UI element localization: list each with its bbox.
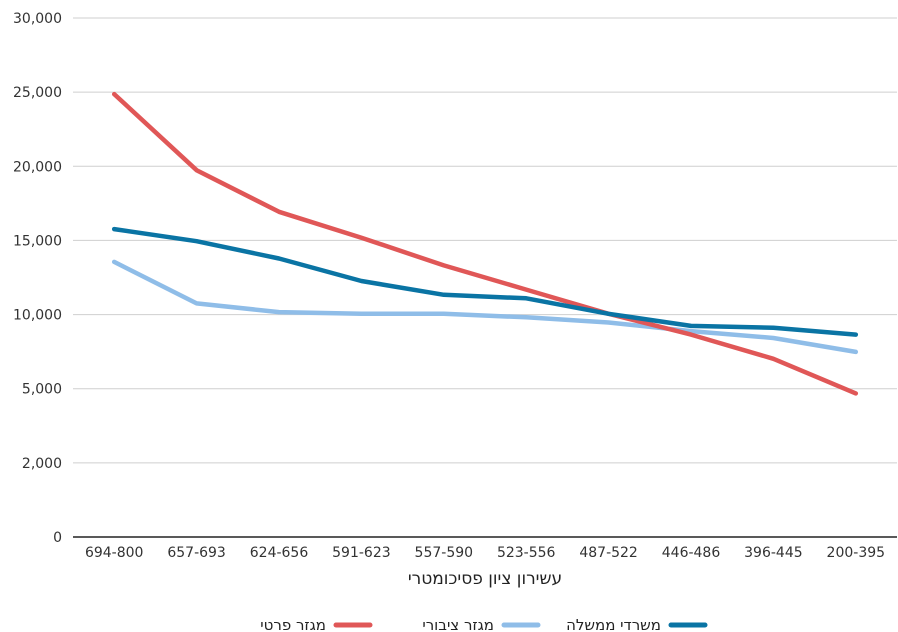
x-axis-tick-labels: 200-395 396-445 446-486 487-522 523-556 557-5… [85, 545, 885, 561]
y-tick-label: 5,000 [22, 382, 62, 398]
x-tick-label: 523-556 [497, 545, 556, 561]
x-tick-label: 694-800 [85, 545, 144, 561]
x-tick-label: 446-486 [662, 545, 721, 561]
legend-item: מגזר פרטי [260, 616, 373, 632]
series-line [111, 259, 859, 355]
y-tick-label: 10,000 [13, 308, 62, 324]
y-axis-tick-labels: 0 2,000 5,000 10,000 15,000 20,000 25,000 30,00… [13, 11, 62, 546]
series-line [111, 226, 859, 337]
x-tick-label: 591-623 [332, 545, 391, 561]
legend-item: מגזר ציבורי [422, 616, 541, 632]
x-tick-label: 557-590 [415, 545, 474, 561]
series-lines [111, 91, 859, 396]
legend: משרדי ממשלה מגזר ציבורי מגזר פרטי [260, 616, 708, 632]
legend-label: משרדי ממשלה [566, 616, 661, 632]
y-tick-label: 2,000 [22, 456, 62, 472]
legend-item: משרדי ממשלה [566, 616, 708, 632]
y-tick-label: 0 [53, 530, 62, 546]
x-tick-label: 396-445 [744, 545, 803, 561]
x-axis-title: עשירון ציון פסיכומטרי [408, 569, 562, 589]
legend-label: מגזר ציבורי [422, 616, 494, 632]
y-tick-label: 15,000 [13, 233, 62, 249]
y-tick-label: 30,000 [13, 11, 62, 27]
legend-label: מגזר פרטי [260, 616, 326, 632]
y-tick-label: 20,000 [13, 159, 62, 175]
y-tick-label: 25,000 [13, 85, 62, 101]
x-tick-label: 624-656 [250, 545, 309, 561]
series-line [111, 91, 859, 396]
x-tick-label: 200-395 [827, 545, 886, 561]
x-tick-label: 487-522 [579, 545, 638, 561]
x-tick-label: 657-693 [167, 545, 226, 561]
